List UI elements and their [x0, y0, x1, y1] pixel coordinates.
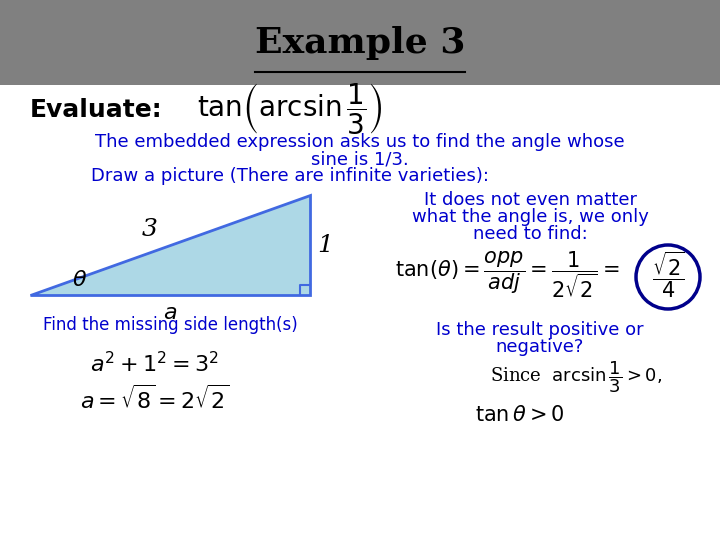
Text: $a$: $a$ — [163, 302, 177, 324]
Text: $\dfrac{\sqrt{2}}{4}$: $\dfrac{\sqrt{2}}{4}$ — [652, 249, 685, 300]
Text: negative?: negative? — [496, 338, 584, 356]
Text: sine is 1/3.: sine is 1/3. — [311, 150, 409, 168]
Text: $a = \sqrt{8} = 2\sqrt{2}$: $a = \sqrt{8} = 2\sqrt{2}$ — [80, 386, 230, 414]
Text: Evaluate:: Evaluate: — [30, 98, 163, 122]
Text: Find the missing side length(s): Find the missing side length(s) — [42, 316, 297, 334]
Text: need to find:: need to find: — [472, 225, 588, 243]
Text: $\tan\theta > 0$: $\tan\theta > 0$ — [475, 405, 565, 425]
Text: $a^2 + 1^2 = 3^2$: $a^2 + 1^2 = 3^2$ — [91, 353, 220, 377]
Text: Example 3: Example 3 — [255, 26, 465, 60]
Text: 1: 1 — [317, 233, 333, 256]
Text: what the angle is, we only: what the angle is, we only — [412, 208, 649, 226]
Text: $\theta$: $\theta$ — [73, 269, 88, 291]
Text: It does not even matter: It does not even matter — [423, 191, 636, 209]
Text: Draw a picture (There are infinite varieties):: Draw a picture (There are infinite varie… — [91, 167, 489, 185]
Text: $\tan\!\left(\theta\right)=\dfrac{\mathit{opp}}{\mathit{adj}}=\dfrac{1}{2\sqrt{2: $\tan\!\left(\theta\right)=\dfrac{\mathi… — [395, 249, 620, 300]
Text: Since  $\arcsin\dfrac{1}{3}>0,$: Since $\arcsin\dfrac{1}{3}>0,$ — [490, 359, 662, 395]
Text: 3: 3 — [142, 219, 158, 241]
Text: Is the result positive or: Is the result positive or — [436, 321, 644, 339]
Bar — [0, 0, 720, 85]
Polygon shape — [30, 195, 310, 295]
Text: $\tan\!\left(\arcsin\dfrac{1}{3}\right)$: $\tan\!\left(\arcsin\dfrac{1}{3}\right)$ — [197, 80, 383, 136]
Text: The embedded expression asks us to find the angle whose: The embedded expression asks us to find … — [95, 133, 625, 151]
